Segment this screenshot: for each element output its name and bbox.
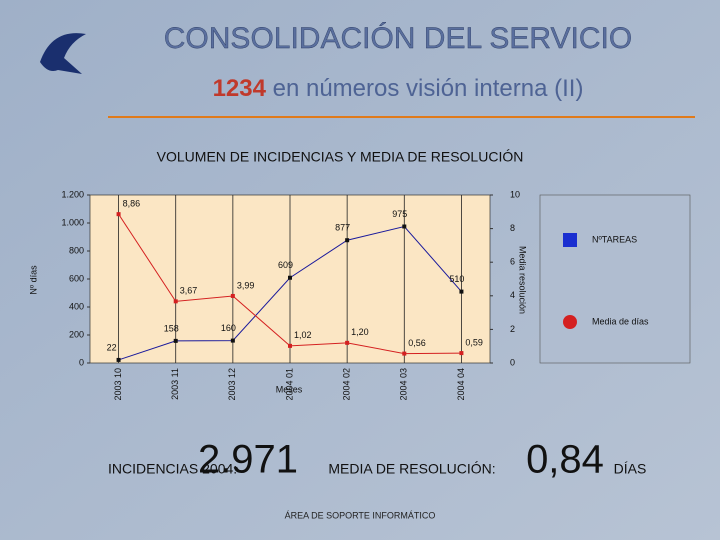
point xyxy=(288,275,292,280)
x-tick-label: 2003 11 xyxy=(170,368,180,400)
media-unit: DÍAS xyxy=(614,461,647,477)
y2-tick-label: 4 xyxy=(510,290,515,300)
legend-label: NºTAREAS xyxy=(592,234,637,244)
data-label: 975 xyxy=(392,209,407,219)
legend xyxy=(539,194,691,364)
y-tick-label: 0 xyxy=(79,357,84,367)
y-tick-label: 800 xyxy=(69,245,84,255)
point xyxy=(288,343,292,348)
title: CONSOLIDACIÓN DEL SERVICIO xyxy=(164,22,632,55)
data-label: 22 xyxy=(107,342,117,352)
legend-marker xyxy=(563,315,577,329)
point xyxy=(116,212,121,217)
subtitle-text: en números visión interna (II) xyxy=(273,75,584,102)
data-label: 8,86 xyxy=(123,199,141,209)
x-tick-label: 2004 04 xyxy=(456,368,466,401)
point xyxy=(345,238,350,243)
y-tick-label: 200 xyxy=(69,329,84,339)
data-label: 510 xyxy=(449,274,464,284)
y2-tick-label: 2 xyxy=(510,324,515,334)
data-label: 160 xyxy=(221,323,236,333)
data-label: 0,56 xyxy=(408,338,426,348)
x-tick-label: 2004 02 xyxy=(342,368,352,401)
footer: ÁREA DE SOPORTE INFORMÁTICO xyxy=(285,510,436,520)
point xyxy=(116,357,121,362)
incidencias-label: INCIDENCIAS 2004: xyxy=(108,461,237,477)
subtitle: 1234 en números visión interna (II) xyxy=(213,75,584,102)
point xyxy=(345,340,350,345)
y-tick-label: 1.200 xyxy=(61,189,84,199)
data-label: 0,59 xyxy=(465,337,483,347)
point xyxy=(173,299,178,304)
point xyxy=(230,338,235,343)
data-label: 158 xyxy=(164,323,179,333)
point xyxy=(402,224,407,229)
data-label: 1,20 xyxy=(351,327,369,337)
y-tick-label: 400 xyxy=(69,301,84,311)
y-tick-label: 600 xyxy=(69,273,84,283)
point xyxy=(459,289,464,294)
x-tick-label: 2004 01 xyxy=(284,368,294,401)
logo xyxy=(40,33,86,74)
x-tick-label: 2003 10 xyxy=(113,368,123,401)
media-value: 0,84 xyxy=(526,438,604,482)
y2-tick-label: 0 xyxy=(510,357,515,367)
y2-axis-label: Media resolución xyxy=(518,246,528,314)
data-label: 877 xyxy=(335,223,350,233)
y-axis-label: Nº días xyxy=(28,265,38,295)
data-label: 3,67 xyxy=(180,286,198,296)
y2-tick-label: 10 xyxy=(510,189,520,199)
chart-title: VOLUMEN DE INCIDENCIAS Y MEDIA DE RESOLU… xyxy=(157,149,524,165)
x-tick-label: 2003 12 xyxy=(227,368,237,401)
y-tick-label: 1.000 xyxy=(61,217,84,227)
point xyxy=(402,351,407,356)
data-label: 609 xyxy=(278,260,293,270)
data-label: 3,99 xyxy=(237,280,255,290)
point xyxy=(459,351,464,356)
subtitle-code: 1234 xyxy=(213,75,267,102)
legend-marker xyxy=(563,233,577,247)
media-label: MEDIA DE RESOLUCIÓN: xyxy=(328,461,495,477)
incidencias-value: 2.971 xyxy=(198,438,298,482)
point xyxy=(173,338,178,343)
point xyxy=(230,293,235,298)
y2-tick-label: 8 xyxy=(510,223,515,233)
x-axis-label: Meses xyxy=(276,384,303,394)
y2-tick-label: 6 xyxy=(510,257,515,267)
x-tick-label: 2004 03 xyxy=(399,368,409,401)
data-label: 1,02 xyxy=(294,330,312,340)
legend-label: Media de días xyxy=(592,316,649,326)
